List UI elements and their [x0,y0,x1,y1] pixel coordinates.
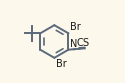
Text: N: N [70,39,78,49]
Text: C: C [76,38,83,48]
Text: Br: Br [70,22,80,32]
Text: S: S [82,38,88,48]
Text: Br: Br [56,59,66,69]
